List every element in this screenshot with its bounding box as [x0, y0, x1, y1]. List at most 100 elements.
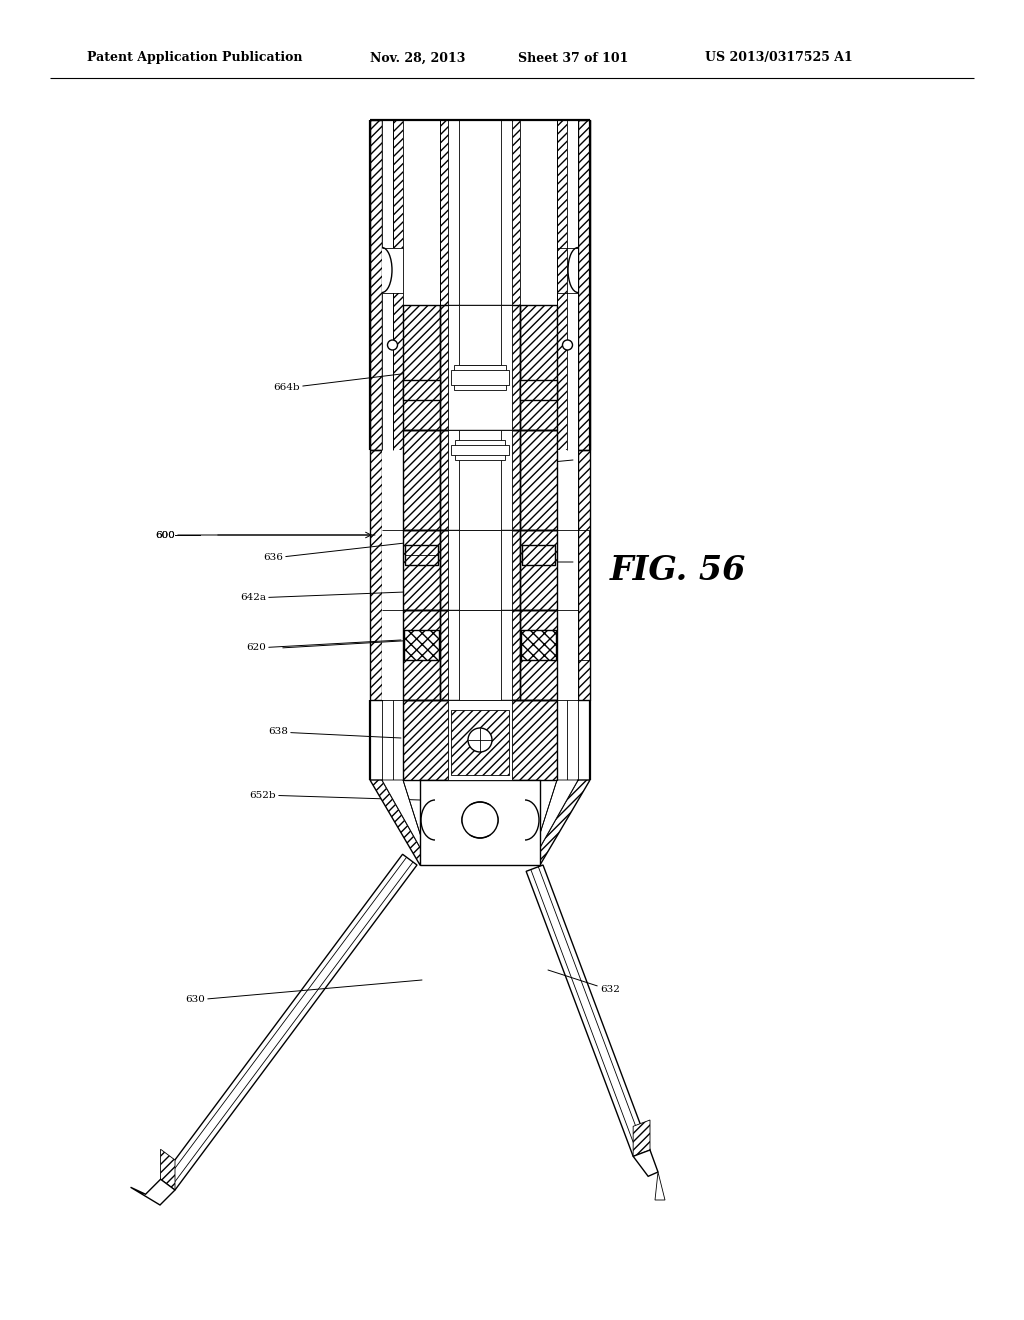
Bar [459, 610, 501, 700]
Bar [578, 450, 590, 700]
Bar [440, 430, 520, 531]
Bar [393, 450, 403, 700]
Text: FIG. 56: FIG. 56 [610, 553, 746, 586]
Bar [406, 545, 438, 565]
Bar [403, 531, 440, 610]
Text: Nov. 28, 2013: Nov. 28, 2013 [370, 51, 465, 65]
Bar [449, 610, 512, 700]
Text: 630: 630 [185, 979, 422, 1005]
Bar [403, 610, 440, 700]
Bar [440, 305, 520, 430]
Text: 638: 638 [268, 727, 401, 738]
Polygon shape [633, 1119, 650, 1156]
Bar [521, 630, 556, 660]
Bar [557, 450, 567, 700]
Bar [404, 630, 439, 660]
Bar [522, 545, 555, 565]
Polygon shape [530, 780, 590, 865]
Bar [440, 531, 520, 610]
Bar [557, 120, 567, 450]
Bar [557, 120, 567, 450]
Bar [393, 120, 403, 450]
Text: 600: 600 [155, 531, 175, 540]
Text: 604a: 604a [508, 520, 534, 529]
Bar [403, 700, 557, 780]
Text: 650b: 650b [492, 791, 540, 800]
Polygon shape [131, 1179, 175, 1205]
Bar [370, 120, 382, 450]
Bar [382, 120, 393, 450]
Polygon shape [370, 780, 430, 865]
Bar [440, 531, 520, 610]
Bar [440, 610, 520, 700]
Bar [382, 450, 393, 700]
Bar [521, 630, 556, 660]
Bar [578, 120, 590, 450]
Bar [459, 430, 501, 531]
Bar [451, 445, 509, 455]
Bar [403, 120, 440, 450]
Bar [393, 120, 403, 450]
Text: 652b: 652b [250, 791, 420, 800]
Text: 600: 600 [155, 531, 375, 540]
Polygon shape [161, 854, 417, 1191]
Bar [520, 305, 557, 430]
Bar [440, 120, 520, 450]
Bar [403, 430, 440, 531]
Polygon shape [451, 710, 509, 775]
Text: 664a: 664a [508, 557, 573, 566]
Bar [370, 450, 382, 700]
Circle shape [562, 341, 572, 350]
Bar [406, 545, 438, 565]
Text: 632: 632 [548, 970, 620, 994]
Bar [403, 305, 440, 430]
Bar [455, 440, 505, 459]
Circle shape [462, 803, 498, 838]
Bar [459, 531, 501, 610]
Bar [420, 780, 540, 865]
Text: 664b: 664b [273, 368, 450, 392]
Bar [578, 450, 590, 700]
Bar [449, 700, 512, 780]
Polygon shape [382, 780, 430, 865]
Polygon shape [655, 1172, 665, 1200]
Bar [578, 120, 590, 450]
Circle shape [387, 341, 397, 350]
Bar [403, 531, 440, 610]
Bar [462, 805, 498, 836]
Bar [403, 430, 440, 531]
Polygon shape [633, 1150, 658, 1176]
Text: 636: 636 [263, 543, 406, 562]
Polygon shape [161, 1150, 175, 1191]
Bar [440, 305, 520, 430]
Bar [449, 430, 512, 531]
Polygon shape [526, 865, 650, 1156]
Bar [404, 630, 439, 660]
Bar [567, 120, 578, 450]
Bar [459, 305, 501, 366]
Bar [440, 120, 520, 450]
Bar [567, 450, 578, 700]
Bar [403, 380, 440, 400]
Bar [520, 120, 557, 450]
Bar [370, 120, 382, 450]
Text: Patent Application Publication: Patent Application Publication [87, 51, 302, 65]
Bar [459, 120, 501, 450]
Bar [454, 366, 506, 389]
Bar [520, 430, 557, 531]
Circle shape [468, 729, 492, 752]
Text: Sheet 37 of 101: Sheet 37 of 101 [518, 51, 629, 65]
Bar [403, 380, 440, 400]
Bar [440, 430, 520, 531]
Text: US 2013/0317525 A1: US 2013/0317525 A1 [705, 51, 853, 65]
Bar [522, 545, 555, 565]
Bar [449, 305, 512, 430]
Bar [451, 370, 509, 385]
Bar [403, 305, 440, 430]
Bar [578, 531, 589, 660]
Bar [520, 380, 557, 400]
Polygon shape [382, 248, 403, 293]
Bar [520, 531, 557, 610]
Bar [370, 450, 382, 700]
Bar [382, 531, 393, 660]
